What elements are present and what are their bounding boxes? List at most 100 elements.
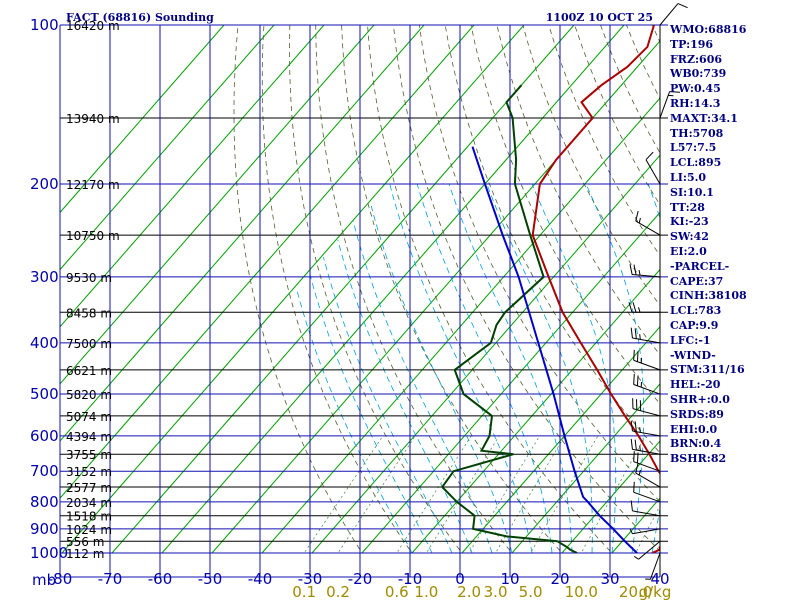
dry-adiabat bbox=[393, 25, 660, 552]
index-row: CAP:9.9 bbox=[670, 318, 719, 332]
height-label: 556 m bbox=[66, 535, 104, 549]
barb-feather bbox=[630, 500, 633, 511]
wind-barb bbox=[628, 302, 660, 313]
barb-staff bbox=[635, 220, 661, 236]
profile-series bbox=[440, 25, 660, 553]
dry-adiabat bbox=[470, 25, 660, 405]
moist-adiabat bbox=[337, 239, 473, 553]
temperature-tick-label: -60 bbox=[148, 570, 173, 588]
height-label: 2034 m bbox=[66, 496, 112, 510]
pressure-tick-label: 400 bbox=[30, 334, 59, 352]
height-label: 1024 m bbox=[66, 523, 112, 537]
index-row: SI:10.1 bbox=[670, 185, 714, 199]
mixing-ratio-line bbox=[530, 435, 599, 553]
barb-staff bbox=[633, 461, 661, 472]
mixing-ratio-label: 5.0 bbox=[519, 583, 543, 600]
height-label: 5074 m bbox=[66, 410, 112, 424]
barb-staff bbox=[632, 337, 661, 344]
index-row: TP:196 bbox=[670, 37, 714, 51]
index-row: LCL:895 bbox=[670, 156, 722, 170]
moist-adiabat bbox=[448, 183, 573, 553]
barb-half-feather bbox=[633, 555, 639, 560]
barb-staff bbox=[659, 91, 671, 119]
isotherm-line bbox=[60, 25, 425, 442]
index-row: PW:0.45 bbox=[670, 82, 721, 96]
height-label: 10750 m bbox=[66, 229, 120, 243]
barb-feather bbox=[645, 151, 654, 161]
dry-adiabat bbox=[289, 25, 463, 553]
wind-barb bbox=[632, 398, 661, 417]
moist-adiabat bbox=[352, 220, 493, 553]
pressure-tick-label: 600 bbox=[30, 427, 59, 445]
index-row: TH:5708 bbox=[670, 126, 724, 140]
height-label: 9530 m bbox=[66, 271, 112, 285]
wind-barb bbox=[635, 462, 661, 488]
pressure-tick-label: 500 bbox=[30, 385, 59, 403]
barb-feather bbox=[634, 328, 637, 339]
barb-feather bbox=[632, 302, 637, 313]
moist-adiabat bbox=[585, 183, 645, 553]
temperature-tick-label: -20 bbox=[348, 570, 373, 588]
mixing-ratio-label: 0.6 bbox=[385, 583, 409, 600]
barb-half-feather bbox=[638, 217, 641, 224]
barb-staff bbox=[632, 528, 661, 535]
pressure-tick-label: 200 bbox=[30, 175, 59, 193]
moist-adiabat bbox=[531, 183, 617, 553]
moist-adiabat bbox=[309, 272, 433, 553]
barb-feather bbox=[634, 421, 637, 432]
index-row: BRN:0.4 bbox=[670, 437, 722, 451]
barb-staff bbox=[633, 491, 661, 503]
barb-staff bbox=[659, 3, 679, 26]
barb-staff bbox=[632, 408, 661, 417]
dry-adiabat bbox=[261, 25, 413, 553]
mixing-ratio-label: 2.0 bbox=[457, 583, 481, 600]
barb-feather bbox=[636, 351, 639, 362]
wind-barb bbox=[629, 264, 661, 278]
pressure-tick-label: 800 bbox=[30, 493, 59, 511]
isotherm-line bbox=[561, 440, 660, 553]
height-label: 12170 m bbox=[66, 178, 120, 192]
temperature-tick-label: 10 bbox=[500, 570, 519, 588]
height-label: 3755 m bbox=[66, 448, 112, 462]
height-label: 112 m bbox=[66, 547, 104, 561]
barb-half-feather bbox=[639, 445, 641, 451]
barb-feather bbox=[630, 420, 633, 432]
temperature-tick-label: -70 bbox=[98, 570, 123, 588]
isotherm-line bbox=[261, 97, 660, 553]
pressure-tick-label: 100 bbox=[30, 16, 59, 34]
wind-barb bbox=[633, 540, 661, 560]
wind-barb bbox=[629, 528, 661, 535]
indices-panel: WMO:68816 TP:196 FRZ:606 WB0:739 PW:0.45 RH:1… bbox=[670, 23, 798, 467]
wind-barb bbox=[630, 500, 661, 517]
wind-barbs bbox=[628, 3, 688, 580]
barb-feather bbox=[669, 91, 681, 93]
wind-barb bbox=[630, 438, 661, 455]
index-row: CAPE:37 bbox=[670, 274, 724, 288]
mixing-ratio-line bbox=[580, 435, 646, 553]
mixing-ratio-label: 10.0 bbox=[565, 583, 598, 600]
pressure-grid bbox=[59, 24, 668, 578]
series-dewpoint bbox=[440, 84, 578, 553]
dry-adiabat bbox=[315, 25, 513, 553]
index-row: WB0:739 bbox=[670, 67, 727, 81]
temperature-tick-label: -10 bbox=[398, 570, 423, 588]
height-label: 6621 m bbox=[66, 364, 112, 378]
height-label: 13940 m bbox=[66, 112, 120, 126]
mixing-ratio-line bbox=[425, 435, 500, 553]
isotherm-line bbox=[511, 383, 660, 553]
index-row: SRDS:89 bbox=[670, 407, 724, 421]
index-row: -PARCEL- bbox=[670, 259, 730, 273]
mixing-ratio-line bbox=[396, 435, 472, 553]
index-row: SW:42 bbox=[670, 230, 709, 244]
barb-half-feather bbox=[639, 427, 641, 433]
barb-feather bbox=[628, 302, 633, 313]
barb-feather bbox=[635, 210, 639, 222]
barb-feather bbox=[633, 374, 635, 385]
mixing-ratio-line bbox=[495, 435, 566, 553]
wind-barb bbox=[633, 481, 661, 503]
index-row: RH:14.3 bbox=[670, 96, 721, 110]
height-label: 8458 m bbox=[66, 306, 112, 320]
mixing-ratio-label: 20.0 bbox=[619, 583, 652, 600]
pressure-tick-label: 1000 bbox=[30, 544, 68, 562]
